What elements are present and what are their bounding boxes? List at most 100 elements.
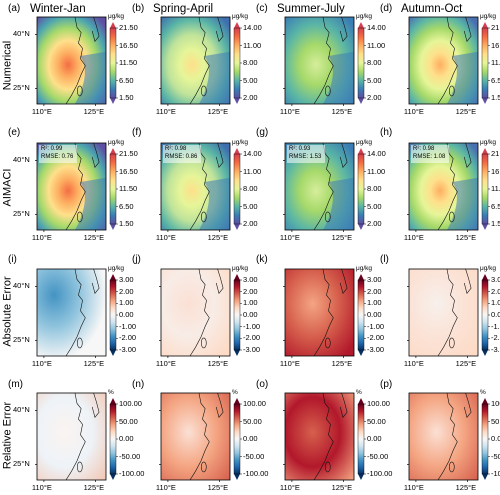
- colorbar-r3-c3-tick-0: 3.00: [367, 275, 382, 284]
- metrics-box-c3: [287, 145, 325, 163]
- colorbar-r4-c2-tick-1: 50.00: [243, 416, 262, 426]
- colorbar-r3-c2-tick-0: 3.00: [243, 275, 258, 284]
- metric-rmse-c4: RMSE: 1.08: [413, 154, 446, 160]
- colorbar-r2-c3-unit: μg/kg: [356, 139, 373, 146]
- colorbar-r1-c3-tick-2: 8.00: [367, 58, 382, 67]
- colorbar-r4-c3-tick-3: -50.00: [367, 451, 389, 461]
- colorbar-r1-c4-tick-4: 1.50: [491, 93, 500, 102]
- colorbar-r4-c1-tick-1: 50.00: [119, 416, 138, 426]
- colorbar-r1-c3-tick-3: 5.00: [367, 75, 382, 85]
- xlabel-left-r1-c1: 110°E: [31, 107, 52, 116]
- panel-letter-p: (p): [380, 379, 393, 390]
- colorbar-r1-c3-tick-0: 14.00: [367, 23, 386, 32]
- colorbar-r3-c1-tick-2: 1.00: [119, 298, 134, 308]
- map-panel-r4-c4: [407, 392, 479, 482]
- xlabel-right-r4-c4: 125°E: [455, 483, 477, 492]
- metric-r2-c4: R²: 0.98: [413, 146, 435, 152]
- ylabel-bot-r4: 25°N: [13, 459, 30, 469]
- colorbar-r2-c3-tick-1: 11.00: [367, 166, 386, 176]
- panel-letter-e: (e): [8, 127, 21, 138]
- xlabel-left-r1-c2: 110°E: [155, 107, 176, 116]
- row-label-numerical: Numerical: [1, 40, 14, 91]
- colorbar-r4-c1: [109, 398, 118, 480]
- panel-letter-g: (g): [256, 127, 269, 138]
- panel-letter-b: (b): [132, 3, 145, 14]
- map-panel-r4-c3: [283, 392, 355, 482]
- xlabel-right-r1-c4: 125°E: [455, 107, 477, 116]
- colorbar-r3-c1-tick-5: -2.00: [119, 333, 137, 343]
- panel-letter-j: (j): [132, 254, 141, 265]
- colorbar-r2-c1-tick-1: 16.50: [119, 166, 138, 176]
- colorbar-r3-c1-tick-3: 0.00: [119, 310, 134, 319]
- xlabel-right-r4-c3: 125°E: [331, 483, 353, 492]
- map-panel-r3-c4: [407, 268, 479, 358]
- colorbar-r1-c2-unit: μg/kg: [232, 13, 249, 20]
- colorbar-r1-c3: [357, 22, 366, 104]
- colorbar-r1-c1-tick-2: 11.50: [119, 58, 138, 67]
- colorbar-r4-c2: [233, 398, 242, 480]
- colorbar-r2-c2-tick-3: 5.00: [243, 201, 258, 211]
- colorbar-r1-c2-tick-0: 14.00: [243, 23, 262, 32]
- colorbar-r2-c3-tick-4: 2.00: [367, 219, 382, 228]
- row-label-absolute-error: Absolute Error: [1, 276, 14, 347]
- xlabel-left-r3-c1: 110°E: [31, 359, 52, 368]
- map-panel-r2-c4: [407, 142, 479, 232]
- colorbar-r4-c1-tick-2: 0.00: [119, 434, 134, 443]
- colorbar-r4-c1-tick-3: -50.00: [119, 451, 141, 461]
- colorbar-r1-c3-unit: μg/kg: [356, 13, 373, 20]
- map-panel-r3-c3: [283, 268, 355, 358]
- metric-r2-c2: R²: 0.98: [165, 146, 187, 152]
- map-panel-r1-c2: [159, 16, 231, 106]
- colorbar-r4-c1-tick-0: 100.00: [119, 399, 142, 408]
- metric-rmse-c3: RMSE: 1.53: [289, 154, 322, 160]
- xlabel-right-r3-c4: 125°E: [455, 359, 477, 368]
- xlabel-right-r1-c3: 125°E: [331, 107, 353, 116]
- colorbar-r2-c2-unit: μg/kg: [232, 139, 249, 146]
- colorbar-r3-c1-tick-1: 2.00: [119, 286, 134, 296]
- colorbar-r3-c4-tick-4: -1.00: [491, 321, 500, 331]
- colorbar-r1-c4-unit: μg/kg: [480, 13, 497, 20]
- xlabel-left-r3-c4: 110°E: [403, 359, 424, 368]
- colorbar-r2-c2-tick-2: 8.00: [243, 184, 258, 193]
- xlabel-right-r3-c3: 125°E: [331, 359, 353, 368]
- xlabel-left-r1-c4: 110°E: [403, 107, 424, 116]
- ylabel-top-r1: 40°N: [13, 29, 30, 39]
- colorbar-r3-c2-unit: μg/kg: [232, 265, 249, 272]
- xlabel-right-r3-c2: 125°E: [207, 359, 229, 368]
- colorbar-r3-c2-tick-2: 1.00: [243, 298, 258, 308]
- panel-letter-l: (l): [380, 254, 389, 265]
- panel-letter-a: (a): [8, 3, 21, 14]
- metrics-box-c2: [163, 145, 201, 163]
- colorbar-r4-c3: [357, 398, 366, 480]
- colorbar-r2-c1: [109, 148, 118, 230]
- colorbar-r3-c2-tick-3: 0.00: [243, 310, 258, 319]
- colorbar-r3-c4: [481, 274, 490, 356]
- panel-letter-o: (o): [256, 379, 269, 390]
- xlabel-right-r2-c4: 125°E: [455, 233, 477, 242]
- colorbar-r4-c3-tick-0: 100.00: [367, 399, 390, 408]
- panel-letter-d: (d): [380, 3, 393, 14]
- metrics-box-c1: [39, 145, 77, 163]
- xlabel-right-r3-c1: 125°E: [83, 359, 105, 368]
- colorbar-r2-c1-tick-2: 11.50: [119, 184, 138, 193]
- colorbar-r1-c2-tick-3: 5.00: [243, 75, 258, 85]
- xlabel-left-r2-c3: 110°E: [279, 233, 300, 242]
- metric-r2-c1: R²: 0.99: [41, 146, 63, 152]
- colorbar-r3-c3-tick-4: -1.00: [367, 321, 385, 331]
- ylabel-bot-r2: 25°N: [13, 209, 30, 219]
- row-label-relative-error: Relative Error: [1, 401, 14, 470]
- colorbar-r2-c2-tick-0: 14.00: [243, 149, 262, 158]
- col-title-winter: Winter-Jan: [30, 3, 86, 15]
- colorbar-r4-c4-tick-4: -100.00: [491, 469, 500, 478]
- colorbar-r1-c1-tick-1: 16.50: [119, 40, 138, 50]
- colorbar-r3-c4-tick-6: -3.00: [491, 345, 500, 354]
- colorbar-r1-c1: [109, 22, 118, 104]
- map-panel-r3-c2: [159, 268, 231, 358]
- colorbar-r4-c3-tick-2: 0.00: [367, 434, 382, 443]
- colorbar-r3-c1: [109, 274, 118, 356]
- xlabel-left-r2-c2: 110°E: [155, 233, 176, 242]
- colorbar-r4-c3-tick-1: 50.00: [367, 416, 386, 426]
- panel-letter-n: (n): [132, 379, 145, 390]
- colorbar-r3-c1-tick-4: -1.00: [119, 321, 137, 331]
- ylabel-top-r4: 40°N: [13, 405, 30, 415]
